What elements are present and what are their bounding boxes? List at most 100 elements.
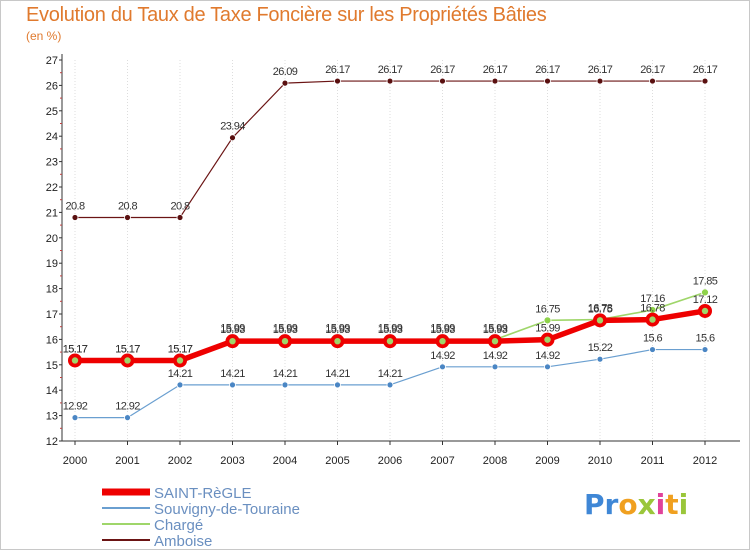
- x-tick-label: 2001: [115, 455, 139, 467]
- data-label: 15.93: [483, 324, 508, 336]
- data-label: 16.75: [588, 303, 613, 315]
- data-point-center: [544, 336, 551, 343]
- data-point: [649, 77, 656, 85]
- y-tick-label: 23: [46, 157, 58, 169]
- data-point: [701, 77, 709, 85]
- data-label: 15.99: [378, 323, 403, 335]
- data-point: [544, 77, 551, 85]
- legend-label: Amboise: [154, 533, 212, 550]
- data-point: [386, 77, 394, 85]
- y-tick-label: 13: [46, 411, 58, 423]
- data-point-center: [439, 337, 446, 345]
- data-label: 15.99: [325, 323, 350, 335]
- data-label: 14.21: [378, 368, 403, 380]
- data-point-center: [176, 357, 184, 364]
- data-label: 15.17: [115, 343, 140, 355]
- data-label: 20.8: [118, 200, 137, 212]
- data-point: [701, 288, 709, 297]
- data-point-center: [124, 357, 131, 364]
- data-label: 14.92: [430, 350, 455, 362]
- data-point: [543, 316, 552, 325]
- data-label: 15.93: [378, 324, 403, 336]
- data-point-center: [386, 337, 394, 345]
- data-label: 17.12: [693, 294, 718, 306]
- y-tick-label: 20: [46, 233, 58, 245]
- data-label: 15.93: [273, 324, 298, 336]
- data-label: 14.21: [273, 368, 298, 380]
- y-tick-label: 19: [46, 258, 58, 270]
- y-tick-label: 12: [46, 436, 58, 448]
- data-label: 15.99: [483, 323, 508, 335]
- chart-title: Evolution du Taux de Taxe Foncière sur l…: [26, 4, 547, 26]
- y-tick-label: 22: [46, 182, 58, 194]
- y-tick-label: 25: [46, 106, 58, 118]
- x-tick-label: 2007: [430, 455, 454, 467]
- logo-letter: t: [665, 488, 679, 521]
- data-point: [176, 381, 184, 389]
- series-line-amboise: [75, 80, 705, 219]
- data-point: [649, 346, 656, 353]
- axes: 12 13 14 15 16 17 18 19 20 21 22 23 24 25 26 27 2000 2001…: [46, 54, 740, 467]
- data-point-center: [701, 307, 709, 315]
- logo-letter: o: [618, 488, 638, 521]
- logo-letter: r: [604, 488, 619, 521]
- data-label: 26.17: [378, 64, 403, 76]
- data-point: [334, 77, 341, 85]
- data-point-center: [334, 337, 341, 345]
- data-label: 26.09: [273, 66, 298, 78]
- logo-letter: x: [637, 488, 656, 521]
- data-label: 15.17: [63, 343, 88, 355]
- data-label: 14.21: [168, 368, 193, 380]
- proxiti-logo: Proxiti: [584, 488, 688, 521]
- data-label: 15.6: [695, 333, 714, 345]
- x-tick-label: 2011: [641, 455, 665, 467]
- y-tick-label: 18: [46, 284, 58, 296]
- logo-letter: i: [655, 488, 666, 521]
- x-tick-label: 2003: [220, 455, 244, 467]
- data-label: 15.99: [535, 323, 560, 335]
- x-tick-label: 2008: [483, 455, 507, 467]
- data-label: 15.6: [643, 333, 662, 345]
- data-label: 12.92: [115, 401, 140, 413]
- data-point-center: [229, 337, 236, 345]
- data-label: 20.8: [65, 200, 84, 212]
- data-point: [596, 355, 604, 363]
- data-label: 15.17: [168, 343, 193, 355]
- y-tick-label: 14: [46, 385, 58, 397]
- data-label: 26.17: [535, 64, 560, 76]
- data-point: [334, 381, 341, 389]
- data-point: [281, 381, 289, 389]
- data-label: 16.75: [535, 303, 560, 315]
- x-tick-label: 2004: [273, 455, 297, 467]
- data-point: [596, 77, 604, 85]
- data-point-center: [596, 317, 604, 324]
- legend-label: Chargé: [154, 517, 203, 534]
- y-tick-label: 15: [46, 360, 58, 372]
- data-label: 15.17: [115, 343, 140, 355]
- grid-lines: [74, 60, 706, 441]
- data-labels: 20.8 20.8 20.8 23.94 26.09 26.17 26.17 26.17 26.…: [63, 64, 719, 413]
- series-layer: [68, 77, 712, 422]
- data-label: 26.17: [430, 64, 455, 76]
- data-label: 14.92: [483, 350, 508, 362]
- x-tick-label: 2010: [588, 455, 612, 467]
- x-tick-label: 2005: [325, 455, 349, 467]
- data-label: 15.99: [220, 323, 245, 335]
- data-label: 26.17: [693, 64, 718, 76]
- data-point: [124, 414, 131, 422]
- y-tick-label: 27: [46, 55, 58, 67]
- data-point: [701, 346, 709, 353]
- data-label: 15.93: [220, 324, 245, 336]
- legend-label: Souvigny-de-Touraine: [154, 501, 300, 518]
- data-point: [229, 381, 236, 389]
- data-label: 15.99: [430, 323, 455, 335]
- data-point: [491, 77, 499, 85]
- data-label: 16.78: [640, 303, 665, 315]
- legend-label: SAINT-RèGLE: [154, 485, 252, 502]
- y-tick-label: 26: [46, 80, 58, 92]
- x-tick-label: 2002: [168, 455, 192, 467]
- y-tick-label: 21: [46, 207, 58, 219]
- data-label: 26.17: [325, 64, 350, 76]
- data-label: 15.99: [273, 323, 298, 335]
